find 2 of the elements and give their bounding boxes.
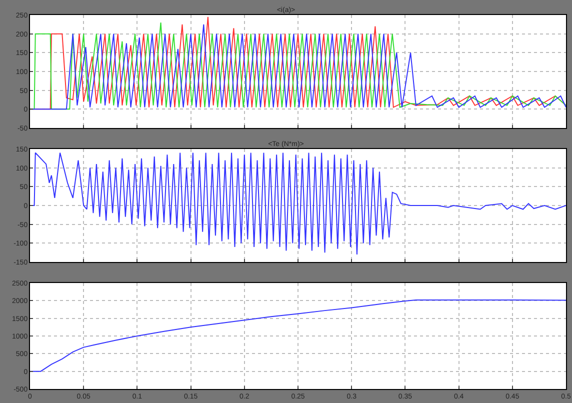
line-series bbox=[30, 299, 566, 372]
line-series bbox=[30, 152, 566, 255]
